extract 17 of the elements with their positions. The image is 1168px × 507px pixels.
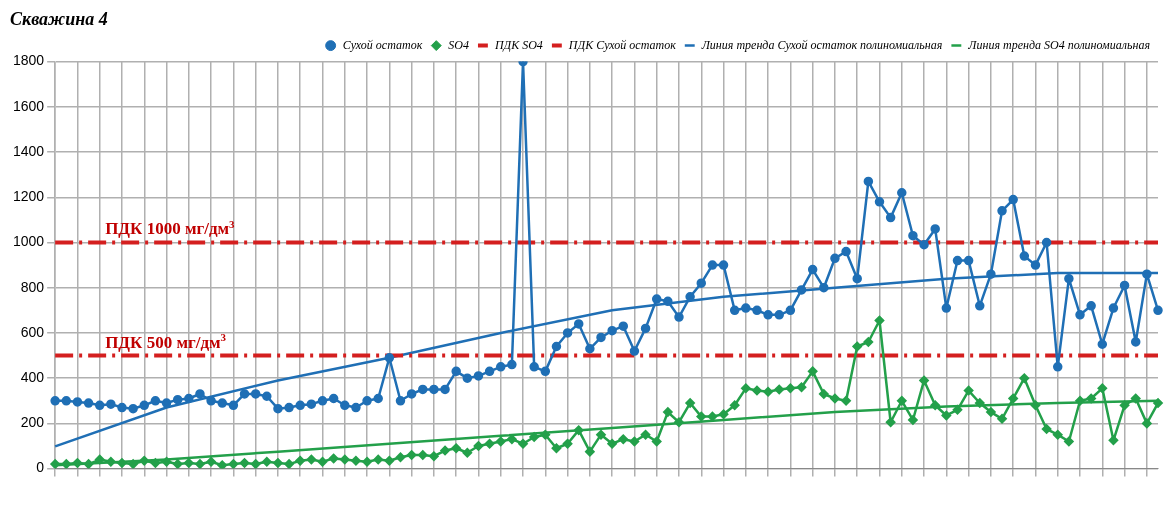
y-tick-label: 400 [20, 369, 45, 386]
y-tick-label: 0 [36, 459, 45, 476]
legend-label: Линия тренда SO4 полиномиальная [967, 37, 1151, 52]
y-tick-label: 1800 [12, 52, 45, 69]
y-tick-label: 200 [20, 414, 45, 431]
legend-label: SO4 [448, 37, 469, 52]
y-tick-label: 1400 [12, 142, 45, 159]
legend-label: ПДК Сухой остаток [567, 37, 677, 52]
y-tick-label: 1600 [12, 97, 45, 114]
legend-label: ПДК SO4 [493, 37, 543, 52]
legend-label: Сухой остаток [342, 37, 423, 52]
y-tick-label: 1200 [12, 188, 45, 205]
chart-title: Скважина 4 [10, 9, 108, 30]
y-tick-label: 1000 [12, 233, 45, 250]
y-tick-label: 600 [20, 323, 45, 340]
legend-label: Линия тренда Сухой остаток полиномиальная [700, 37, 943, 52]
y-tick-label: 800 [20, 278, 45, 295]
